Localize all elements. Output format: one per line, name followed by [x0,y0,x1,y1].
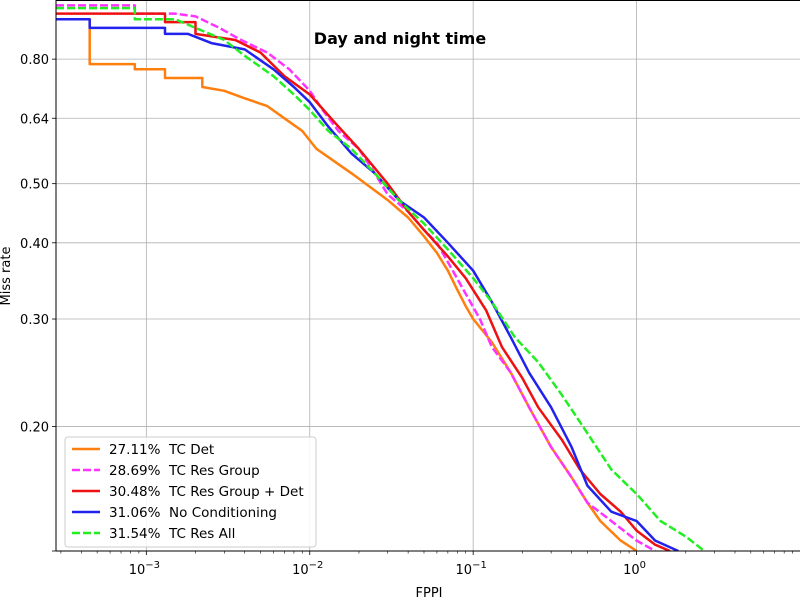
x-tick-label: 10−2 [292,560,323,578]
series-line [56,6,706,551]
x-tick-label: 100 [623,560,646,578]
x-tick-label: 10−1 [456,560,487,578]
series-layer [56,4,706,551]
legend: 27.11% TC Det 28.69% TC Res Group 30.48% T… [64,436,317,548]
series-line [56,12,671,551]
series-line [56,4,656,551]
legend-entry-label: 31.54% TC Res All [109,526,235,542]
y-tick-label: 0.20 [20,420,49,435]
legend-entry-label: 30.48% TC Res Group + Det [109,484,304,500]
axes: 10−3 10−2 10−1 100 0.80 0.64 0.50 0.40 0.30 0.20 [20,0,800,578]
y-tick-label: 0.30 [20,313,49,328]
x-tick-label: 10−3 [129,560,160,578]
y-tick-label: 0.50 [20,178,49,193]
legend-entry-label: 27.11% TC Det [109,442,214,458]
x-axis-label: FPPI [416,586,443,600]
chart-title: Day and night time [314,29,487,48]
y-axis-label: Miss rate [0,247,14,306]
legend-entry-label: 28.69% TC Res Group [109,463,260,479]
legend-box [64,436,317,548]
y-tick-label: 0.80 [20,53,49,68]
y-tick-label: 0.40 [20,237,49,252]
legend-entry-label: 31.06% No Conditioning [109,505,277,521]
y-tick-label: 0.64 [20,112,49,127]
